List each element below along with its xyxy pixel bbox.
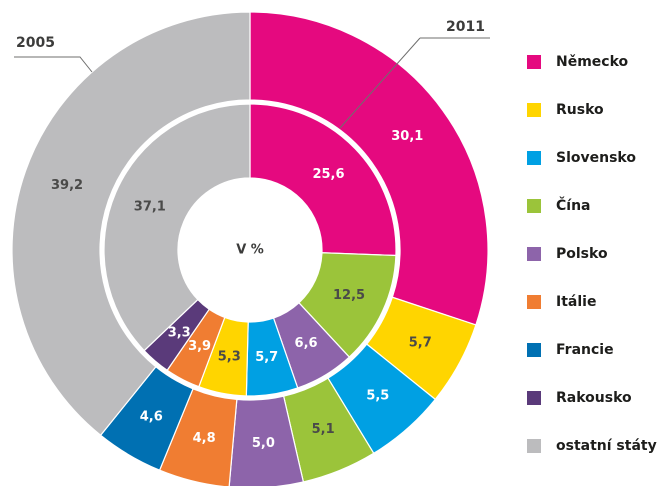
legend-swatch [527,247,541,261]
legend-label: Rusko [556,102,604,118]
legend-label: Itálie [556,294,596,310]
leader-line [14,56,93,73]
legend-label: ostatní státy [556,438,657,454]
legend-label: Polsko [556,246,608,262]
ring-separator [100,100,400,400]
data-label: 39,2 [51,178,83,193]
legend-swatch [527,55,541,69]
data-label: 12,5 [333,288,365,303]
center-label: V % [236,243,264,258]
legend-label: Francie [556,342,614,358]
legend-label: Německo [556,54,629,70]
legend-label: Slovensko [556,150,636,166]
legend-swatch [527,439,541,453]
legend-swatch [527,151,541,165]
rings: 30,1 5,7 5,5 5,1 5,0 4,8 4,6 39,2 25,6 12,5 6,6 5,7… [11,11,489,486]
legend-item: Rakousko [527,390,632,406]
legend-item: Polsko [527,246,608,262]
legend: Německo Rusko Slovensko Čína Polsko Itálie Fra… [527,54,657,454]
data-label: 4,8 [193,431,216,446]
data-label: 5,7 [255,350,278,365]
legend-swatch [527,295,541,309]
legend-swatch [527,199,541,213]
data-label: 5,1 [312,422,335,437]
legend-item: Itálie [527,294,596,310]
legend-item: Francie [527,342,614,358]
data-label: 4,6 [140,409,163,424]
legend-swatch [527,103,541,117]
leader-line [339,37,421,129]
data-label: 25,6 [312,167,344,182]
legend-item: Rusko [527,102,604,118]
slice [103,103,251,352]
legend-swatch [527,391,541,405]
data-label: 3,9 [188,339,211,354]
data-label: 5,5 [366,388,389,403]
legend-item: Čína [527,196,591,214]
legend-swatch [527,343,541,357]
data-label: 37,1 [134,200,166,215]
legend-item: Německo [527,54,629,70]
series-label: 2011 [446,19,485,35]
data-label: 6,6 [295,336,318,351]
data-label: 30,1 [391,129,423,144]
legend-label: Čína [556,196,591,214]
data-label: 5,7 [409,335,432,350]
legend-item: ostatní státy [527,438,657,454]
data-label: 5,0 [252,436,275,451]
data-label: 5,3 [218,350,241,365]
slice [249,103,397,257]
data-label: 3,3 [168,325,191,340]
legend-label: Rakousko [556,390,632,406]
series-label: 2005 [16,35,55,51]
legend-item: Slovensko [527,150,636,166]
